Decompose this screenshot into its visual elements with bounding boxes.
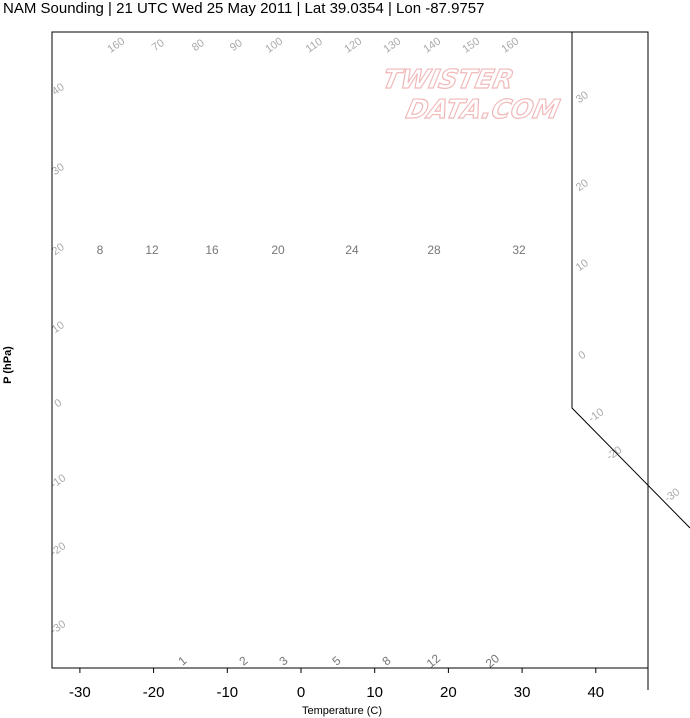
adiabat-label: 160 xyxy=(499,35,521,55)
adiabat-label: -30 xyxy=(662,486,682,505)
temperature-ticks: -30 -20 -10 0 10 20 30 40 xyxy=(69,668,604,701)
adiabat-label: 150 xyxy=(460,35,482,55)
watermark: TWISTER DATA.COM xyxy=(379,65,563,126)
mixing-ratio-label: 8 xyxy=(97,243,104,257)
watermark-line-1: TWISTER xyxy=(380,65,517,95)
mixing-ratio-label-low: 2 xyxy=(236,653,250,668)
x-tick-label: 30 xyxy=(514,684,531,701)
mixing-ratio-label-low: 1 xyxy=(175,653,189,668)
adiabat-label: 100 xyxy=(263,35,285,55)
adiabat-label: -10 xyxy=(48,472,68,491)
adiabat-label: 10 xyxy=(574,257,591,274)
x-tick-label: 0 xyxy=(297,684,305,701)
plot-frame xyxy=(51,31,690,669)
adiabat-label: 160 xyxy=(105,35,127,55)
x-tick-label: 10 xyxy=(366,684,383,701)
mixing-ratio-label-low: 8 xyxy=(379,653,393,668)
x-tick-label: 40 xyxy=(587,684,604,701)
adiabat-label: 70 xyxy=(150,37,167,54)
y-axis-title: P (hPa) xyxy=(2,346,14,384)
x-tick-label: -20 xyxy=(143,684,165,701)
adiabat-label: 0 xyxy=(576,349,588,362)
x-tick-label: 20 xyxy=(440,684,457,701)
mixing-ratio-label: 24 xyxy=(345,243,359,257)
plot-border xyxy=(51,31,649,669)
adiabat-label: 20 xyxy=(574,177,591,194)
mixing-ratio-label: 12 xyxy=(145,243,159,257)
mixing-ratio-label: 28 xyxy=(427,243,441,257)
adiabat-label: -20 xyxy=(48,540,68,559)
adiabat-label: 20 xyxy=(50,241,67,258)
adiabat-label: -20 xyxy=(604,444,624,463)
adiabat-label: 90 xyxy=(228,37,245,54)
mixing-ratio-label-low: 5 xyxy=(329,653,343,668)
adiabat-label: 110 xyxy=(304,36,325,56)
adiabat-label: 120 xyxy=(342,35,364,55)
x-tick-label: -10 xyxy=(216,684,238,701)
adiabat-label: 140 xyxy=(421,35,443,55)
adiabat-label: 30 xyxy=(574,89,591,106)
mixing-ratio-label-low: 3 xyxy=(276,653,290,668)
sounding-title: NAM Sounding | 21 UTC Wed 25 May 2011 | … xyxy=(3,0,485,17)
wind-barbs xyxy=(647,32,649,690)
adiabat-label: 0 xyxy=(52,397,64,410)
adiabat-label: 10 xyxy=(50,319,67,336)
barb-region-outline xyxy=(571,32,690,529)
adiabat-label: -10 xyxy=(586,406,606,425)
adiabat-label: 80 xyxy=(190,37,207,54)
x-axis-title: Temperature (C) xyxy=(302,705,382,717)
x-tick-label: -30 xyxy=(69,684,91,701)
adiabat-label: 130 xyxy=(381,35,403,55)
mixing-ratio-label: 16 xyxy=(205,243,219,257)
mixing-ratio-label: 20 xyxy=(271,243,285,257)
watermark-line-2: DATA.COM xyxy=(403,95,562,125)
mixing-ratio-label: 32 xyxy=(512,243,526,257)
adiabat-label: 30 xyxy=(50,161,67,178)
adiabat-label: 40 xyxy=(50,81,67,98)
adiabat-label: -30 xyxy=(48,618,68,637)
